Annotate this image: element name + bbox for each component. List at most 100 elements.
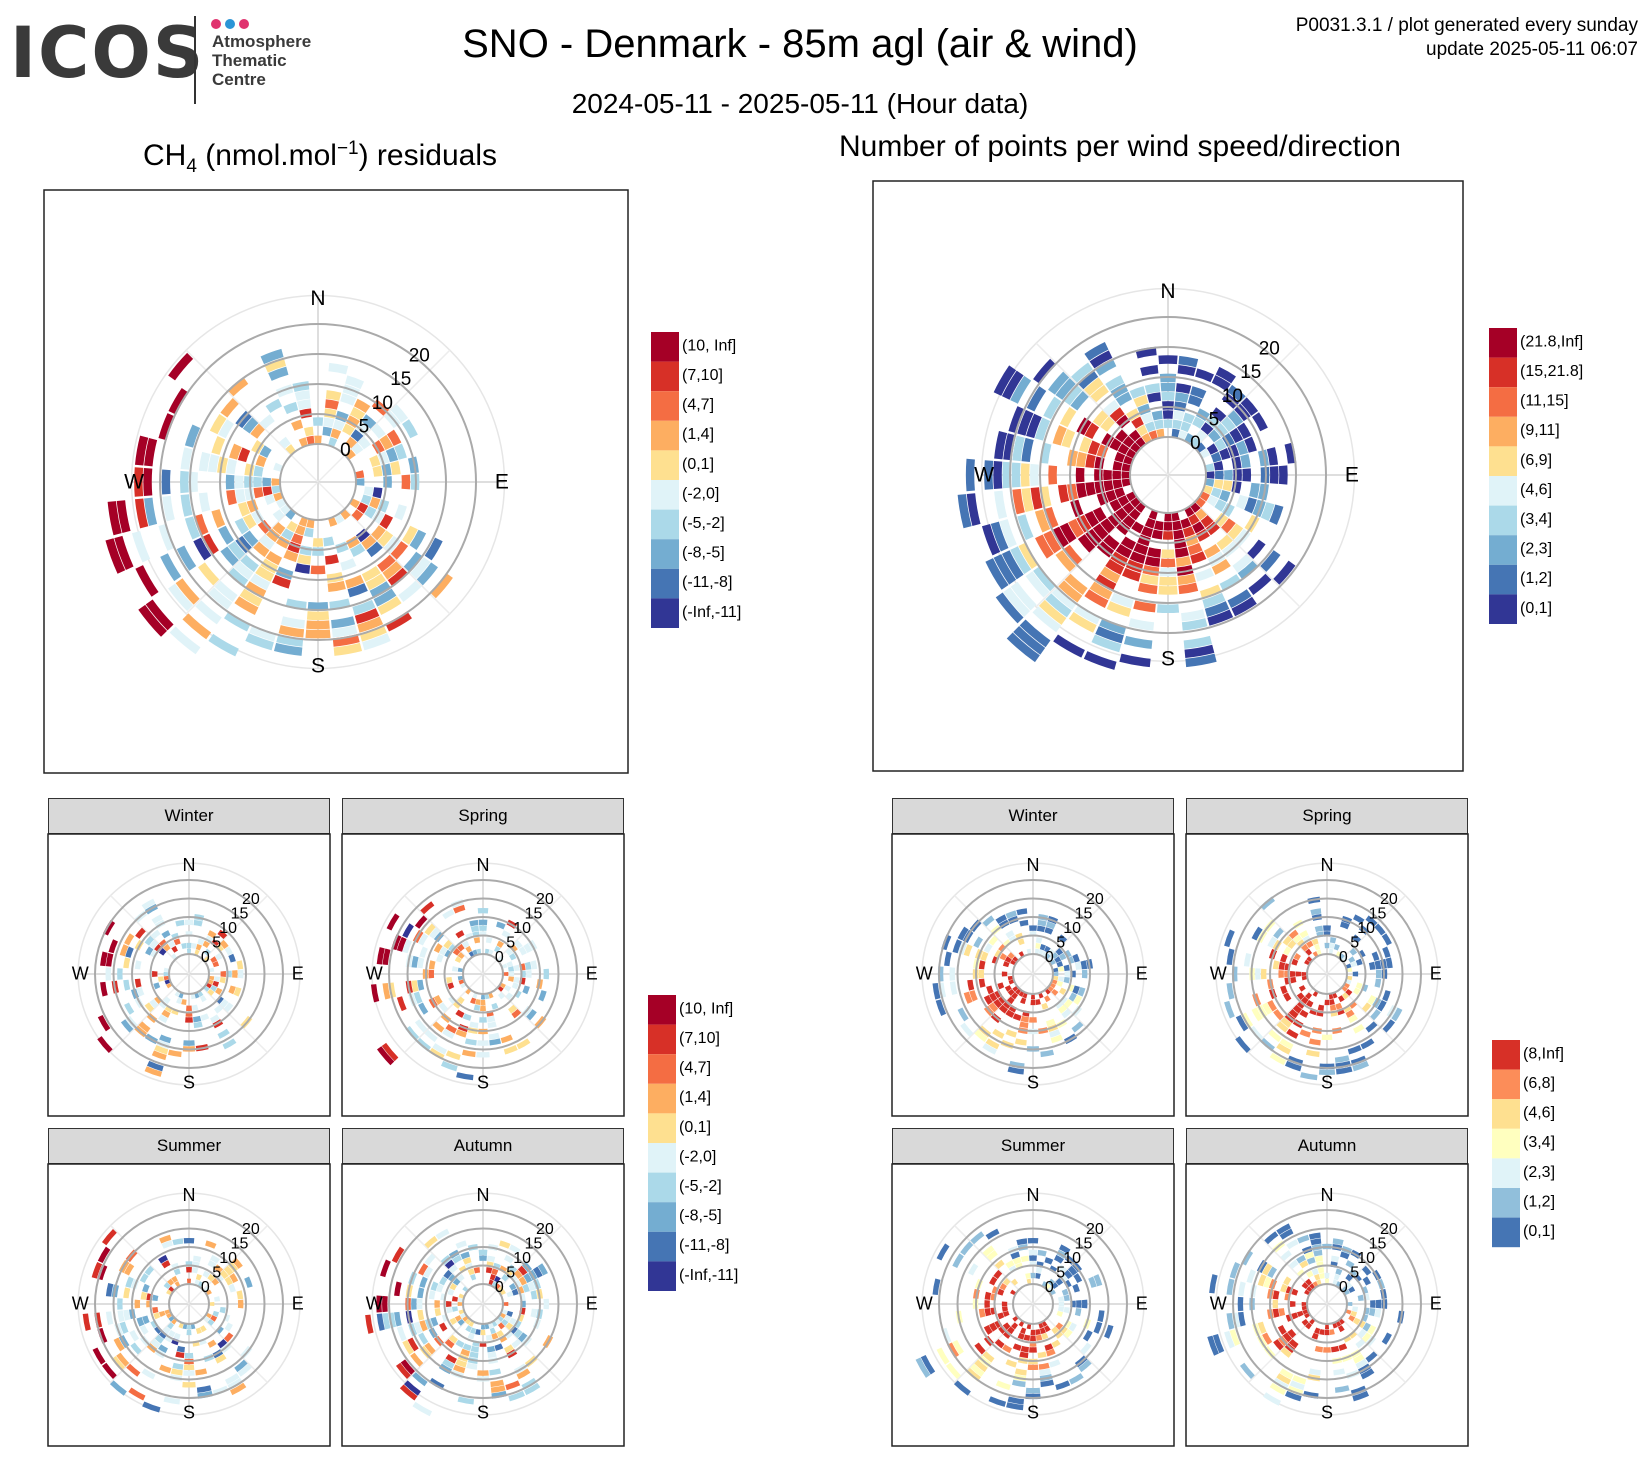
res-winter-cell bbox=[97, 1036, 113, 1054]
res-spring-cell bbox=[518, 946, 527, 956]
res-winter-tick-5: 5 bbox=[212, 935, 221, 952]
cnt-winter-cell bbox=[1030, 999, 1036, 1006]
cnt-winter-cell bbox=[944, 951, 952, 967]
cnt-spring-cell bbox=[1273, 1009, 1284, 1021]
cnt-autumn-cell bbox=[1226, 1278, 1235, 1296]
res-winter-cell bbox=[224, 946, 233, 956]
cnt-main-cell bbox=[1206, 495, 1219, 507]
res-summer-spoke bbox=[110, 1303, 190, 1383]
cnt-main-cell bbox=[1001, 370, 1024, 400]
cnt-main-cell bbox=[1257, 483, 1269, 501]
cnt-spring-cell bbox=[1329, 937, 1337, 944]
res-autumn-cell bbox=[518, 1276, 527, 1286]
res-autumn-ring-0 bbox=[462, 1283, 504, 1325]
cnt-main-cell bbox=[1129, 386, 1146, 399]
res-spring-cell bbox=[524, 961, 532, 970]
cnt-spring-cell bbox=[1283, 992, 1292, 1002]
cnt-main-cell bbox=[1121, 478, 1132, 487]
res-summer-cell bbox=[223, 1332, 234, 1343]
res-summer-cell bbox=[142, 1315, 150, 1325]
res-summer-cell bbox=[168, 1330, 176, 1338]
res-summer-cell bbox=[219, 1269, 229, 1279]
cnt-summer-cell bbox=[936, 1243, 950, 1261]
cnt-autumn-cell bbox=[1333, 1368, 1346, 1376]
res-summer-tick-0: 0 bbox=[201, 1279, 210, 1296]
cnt-summer-cell bbox=[982, 1245, 995, 1257]
res-autumn-cell bbox=[460, 1348, 470, 1357]
cnt-main-cell bbox=[1053, 634, 1085, 658]
cnt-winter-cell bbox=[1020, 1015, 1029, 1023]
res-spring-cell bbox=[382, 948, 391, 966]
res-summer-cell bbox=[219, 1306, 226, 1314]
res-main-cell bbox=[134, 467, 144, 497]
cnt-main-cell bbox=[1018, 542, 1039, 569]
cnt-autumn-cell bbox=[1282, 1332, 1293, 1343]
res-summer-cell bbox=[119, 1321, 129, 1334]
cnt-autumn-cell bbox=[1209, 1274, 1218, 1294]
res-winter-cell bbox=[158, 1000, 168, 1009]
res-winter-cell bbox=[181, 998, 187, 1006]
cnt-summer-cell bbox=[968, 1263, 979, 1276]
cnt-autumn-cell bbox=[1229, 1329, 1241, 1347]
cnt-main-cell bbox=[1115, 507, 1128, 521]
res-season-legend-label: (-8,-5] bbox=[679, 1208, 722, 1225]
cnt-spring-cell bbox=[1374, 960, 1382, 970]
res-autumn-cell bbox=[494, 1343, 504, 1351]
res-spring-cell bbox=[480, 1005, 486, 1011]
cnt-summer-cell bbox=[997, 1312, 1005, 1320]
res-spring-cell bbox=[516, 1038, 531, 1050]
cnt-main-cell bbox=[1117, 443, 1130, 455]
res-spring-cell bbox=[502, 971, 509, 977]
cnt-season-legend-label: (3,4] bbox=[1523, 1134, 1555, 1151]
res-main-cell bbox=[331, 625, 358, 638]
res-main-cell bbox=[218, 525, 234, 545]
res-summer-cell bbox=[230, 1382, 247, 1396]
cnt-main-cell bbox=[1148, 509, 1158, 520]
res-season-legend-label: (4,7] bbox=[679, 1060, 711, 1077]
res-main-cell bbox=[209, 414, 227, 435]
cnt-summer-cell bbox=[1072, 1283, 1080, 1293]
cnt-main-cell bbox=[1208, 429, 1221, 443]
cnt-main-cell bbox=[1221, 416, 1236, 432]
cnt-spring-cell bbox=[1329, 942, 1335, 950]
res-spring-cell bbox=[538, 990, 547, 1002]
cnt-main-cell bbox=[1144, 421, 1156, 433]
cnt-winter-cell bbox=[1064, 971, 1070, 977]
res-spring-cell bbox=[445, 1050, 461, 1061]
cnt-autumn-tick-5: 5 bbox=[1350, 1265, 1359, 1282]
res-summer-cell bbox=[161, 1240, 173, 1249]
cnt-autumn-cell bbox=[1305, 1278, 1313, 1286]
cnt-winter-cell bbox=[1056, 980, 1064, 987]
cnt-spring-cell bbox=[1267, 936, 1278, 948]
cnt-winter-tick-5: 5 bbox=[1056, 935, 1065, 952]
res-summer-cell bbox=[144, 1265, 155, 1276]
cnt-main-cell bbox=[1199, 584, 1222, 600]
cnt-summer-cell bbox=[1023, 1334, 1031, 1341]
cnt-main-cell bbox=[1013, 625, 1046, 655]
res-autumn-cell bbox=[458, 1265, 467, 1274]
cnt-winter-cell bbox=[1005, 910, 1017, 919]
cnt-spring-cell bbox=[1365, 915, 1378, 927]
res-autumn-tick-5: 5 bbox=[506, 1265, 515, 1282]
cnt-spring-label-N: N bbox=[1321, 855, 1334, 875]
res-main-cell bbox=[325, 399, 339, 410]
cnt-main-cell bbox=[1006, 632, 1040, 663]
cnt-main-cell bbox=[1178, 582, 1199, 595]
cnt-main-cell bbox=[1114, 487, 1126, 499]
res-summer-cell bbox=[207, 1260, 217, 1269]
cnt-winter-cell bbox=[957, 1007, 969, 1022]
cnt-summer-cell bbox=[1047, 1278, 1055, 1286]
cnt-main-cell bbox=[1068, 518, 1084, 538]
cnt-main-cell bbox=[1171, 511, 1180, 522]
cnt-winter-cell bbox=[1037, 919, 1047, 927]
cnt-main-cell bbox=[1103, 480, 1114, 492]
res-spring-tick-10: 10 bbox=[513, 920, 531, 937]
cnt-main-cell bbox=[1092, 523, 1109, 540]
strip-summer-res: Summer bbox=[48, 1128, 330, 1164]
cnt-spring-cell bbox=[1260, 1037, 1275, 1052]
res-spring-cell bbox=[523, 943, 533, 953]
cnt-spring-label-W: W bbox=[1210, 964, 1227, 984]
res-autumn-cell bbox=[430, 1281, 439, 1291]
cnt-main-cell bbox=[1010, 546, 1032, 575]
cnt-summer-cell bbox=[1049, 1359, 1061, 1368]
